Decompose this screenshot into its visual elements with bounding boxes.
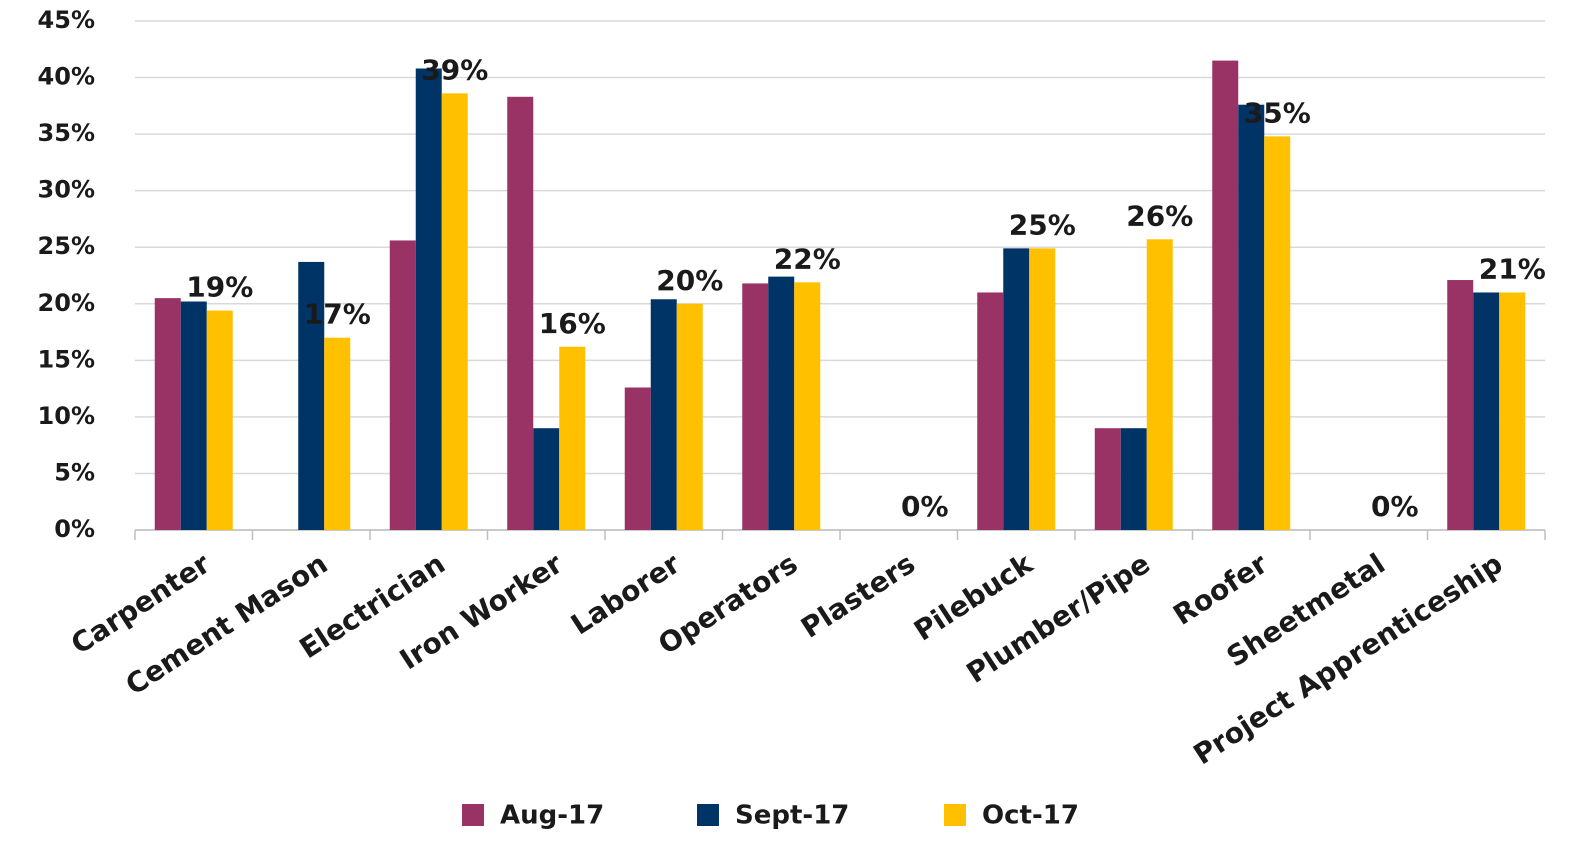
data-label: 26% xyxy=(1126,199,1193,232)
bar xyxy=(1473,292,1500,530)
bar xyxy=(742,283,769,530)
y-tick-label: 10% xyxy=(38,402,95,430)
bar xyxy=(1003,248,1030,530)
bar xyxy=(1029,248,1056,530)
bar xyxy=(1120,428,1147,530)
bar xyxy=(1146,239,1173,530)
data-label: 20% xyxy=(656,264,723,297)
y-tick-label: 20% xyxy=(38,289,95,317)
bar xyxy=(507,96,534,530)
bar xyxy=(1447,280,1474,530)
bar xyxy=(977,292,1004,530)
y-tick-label: 0% xyxy=(54,515,95,543)
bar xyxy=(1264,136,1291,530)
data-label: 17% xyxy=(304,298,371,331)
bar xyxy=(533,428,560,530)
bar xyxy=(154,298,181,530)
bar xyxy=(415,68,442,531)
y-tick-label: 25% xyxy=(38,232,95,260)
y-tick-label: 45% xyxy=(38,6,95,34)
x-tick-label: Plasters xyxy=(795,547,921,645)
bar xyxy=(1212,60,1239,530)
x-tick-label: Roofer xyxy=(1167,547,1273,632)
bar xyxy=(794,282,821,530)
data-label: 0% xyxy=(901,490,949,523)
bar xyxy=(676,303,703,530)
legend-label: Oct-17 xyxy=(982,801,1079,831)
y-tick-label: 5% xyxy=(54,458,95,486)
bar xyxy=(559,346,586,530)
bar xyxy=(298,261,325,530)
bar xyxy=(389,240,416,531)
legend-swatch xyxy=(944,804,966,826)
bar xyxy=(206,310,233,530)
bar xyxy=(180,301,207,530)
data-label: 22% xyxy=(774,242,841,275)
bar xyxy=(441,93,468,530)
data-label: 16% xyxy=(539,307,606,340)
bar xyxy=(1238,104,1265,531)
legend-label: Sept-17 xyxy=(735,801,849,831)
legend-swatch xyxy=(462,804,484,826)
data-label: 0% xyxy=(1371,490,1419,523)
data-label: 35% xyxy=(1244,96,1311,129)
x-tick-label: Cement Mason xyxy=(120,547,334,702)
bar xyxy=(624,387,651,530)
bar xyxy=(324,337,351,530)
bar xyxy=(1499,292,1526,530)
data-label: 25% xyxy=(1009,208,1076,241)
data-label: 21% xyxy=(1479,252,1546,285)
bar xyxy=(650,299,677,530)
y-tick-label: 15% xyxy=(38,345,95,373)
data-label: 19% xyxy=(186,271,253,304)
y-tick-label: 40% xyxy=(38,63,95,91)
y-tick-label: 30% xyxy=(38,176,95,204)
bar xyxy=(768,276,795,530)
legend-label: Aug-17 xyxy=(500,801,604,831)
legend-swatch xyxy=(697,804,719,826)
y-tick-label: 35% xyxy=(38,119,95,147)
data-label: 39% xyxy=(421,53,488,86)
bar xyxy=(1094,428,1121,530)
